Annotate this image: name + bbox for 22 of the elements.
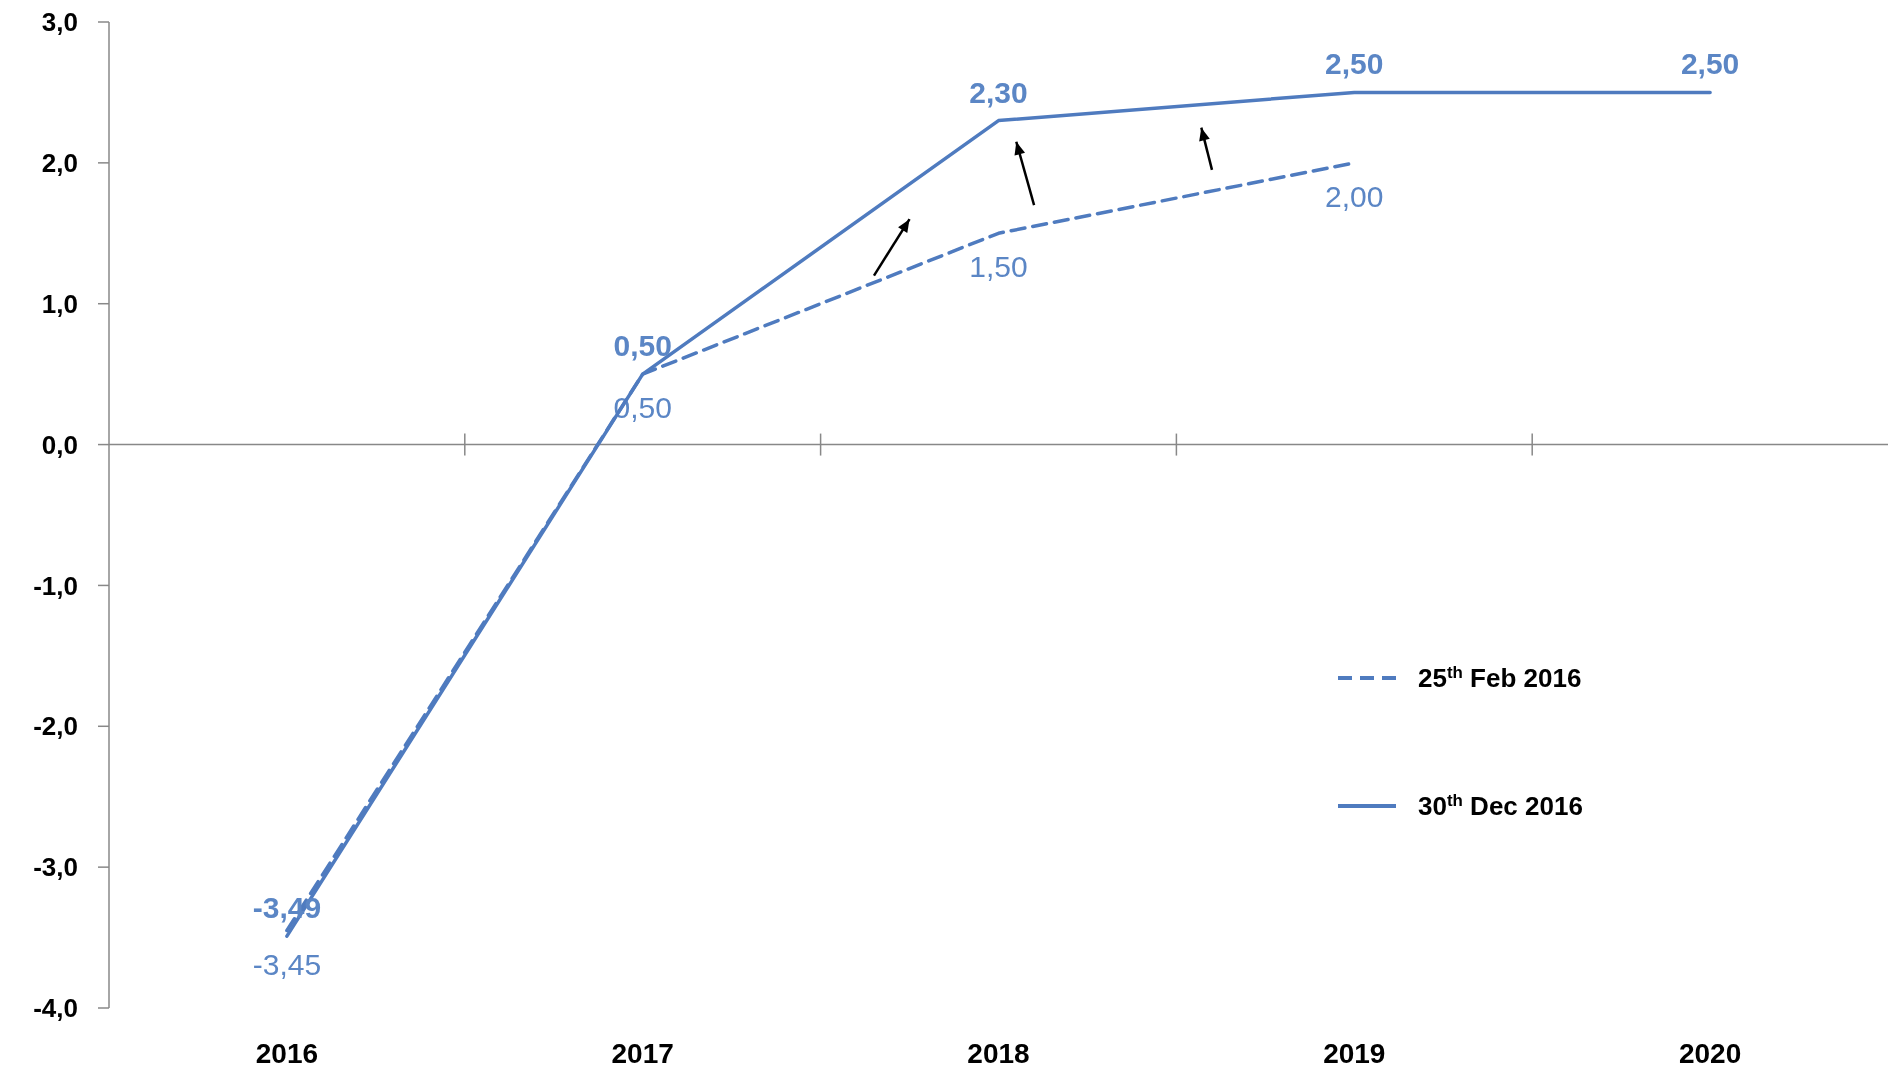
y-tick-label: 1,0 <box>41 288 78 319</box>
data-label: 2,50 <box>1325 47 1384 81</box>
data-label: 0,50 <box>613 329 672 363</box>
data-label: 2,00 <box>1325 179 1384 213</box>
x-tick-label: 2016 <box>255 1038 319 1069</box>
x-tick-label: 2018 <box>967 1038 1030 1069</box>
y-tick-label: -4,0 <box>33 993 78 1024</box>
y-tick-label: 0,0 <box>41 429 78 460</box>
y-tick-label: 3,0 <box>41 7 78 38</box>
x-tick-label: 2019 <box>1323 1038 1386 1069</box>
y-tick-label: 2,0 <box>41 147 78 178</box>
legend-label: 30$^{th}$ Dec 2016 <box>1418 790 1583 821</box>
y-tick-label: -2,0 <box>33 711 78 742</box>
data-label: 1,50 <box>969 250 1028 284</box>
data-label: 2,50 <box>1680 47 1740 81</box>
data-label: -3,45 <box>252 947 322 981</box>
data-label: 2,30 <box>969 75 1028 109</box>
legend-label: 25$^{th}$ Feb 2016 <box>1418 662 1582 693</box>
x-tick-label: 2020 <box>1678 1038 1742 1069</box>
y-tick-label: -3,0 <box>33 852 78 883</box>
y-tick-label: -1,0 <box>33 570 78 601</box>
x-tick-label: 2017 <box>611 1038 674 1069</box>
